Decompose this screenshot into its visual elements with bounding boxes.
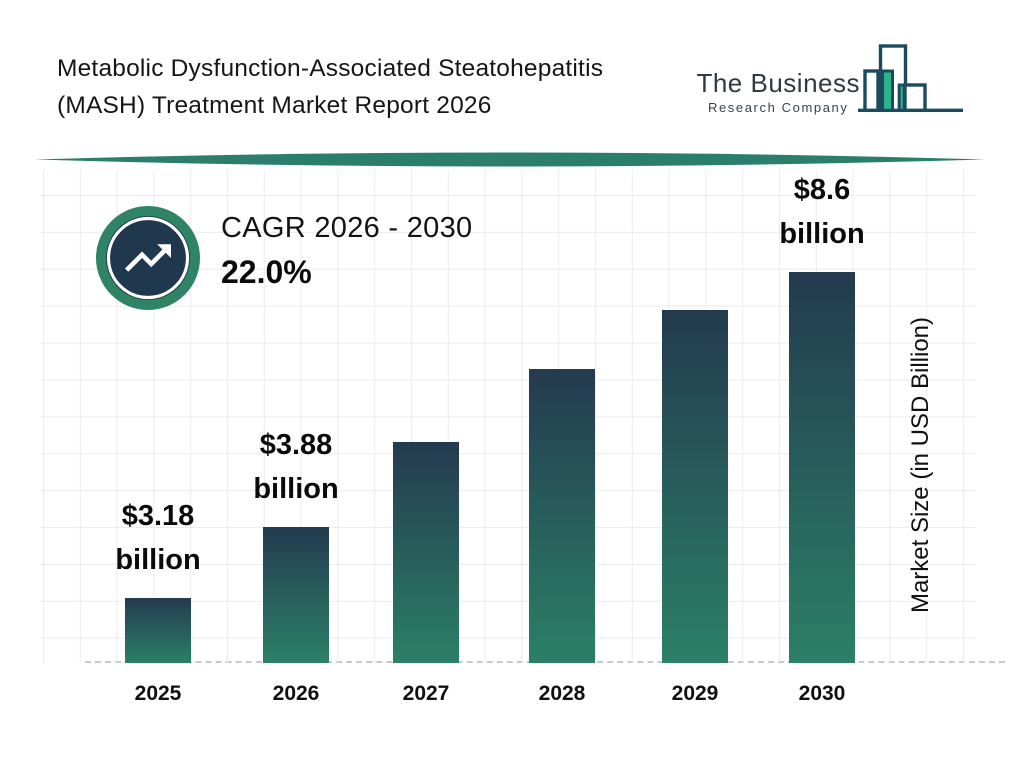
bar-2027 [393, 442, 459, 663]
bar-2026 [263, 527, 329, 663]
bar-2029 [662, 310, 728, 663]
trending-up-icon [96, 206, 200, 310]
bar-2028 [529, 369, 595, 663]
data-label-2030: $8.6 billion [779, 174, 865, 250]
cagr-value: 22.0% [221, 254, 312, 290]
x-tick-2028: 2028 [538, 682, 586, 705]
divider-line [35, 152, 985, 167]
page-title-line1: Metabolic Dysfunction-Associated Steatoh… [57, 55, 604, 82]
company-logo-text: The Business Research Company [696, 68, 860, 115]
data-label-2025: $3.18 billion [115, 500, 201, 576]
logo-name: The Business [696, 68, 860, 98]
cagr-label: CAGR 2026 - 2030 [221, 212, 473, 244]
x-tick-2029: 2029 [671, 682, 719, 705]
x-tick-2025: 2025 [134, 682, 182, 705]
cagr-badge: CAGR 2026 - 2030 22.0% [95, 205, 472, 311]
page-title: Metabolic Dysfunction-Associated Steatoh… [57, 50, 603, 124]
bar-2025 [125, 598, 191, 663]
bar-chart-skyline-icon [858, 44, 963, 113]
x-tick-2030: 2030 [798, 682, 846, 705]
page-title-line2: (MASH) Treatment Market Report 2026 [57, 92, 492, 119]
x-tick-2026: 2026 [272, 682, 320, 705]
logo-subname: Research Company [707, 100, 849, 115]
cagr-text: CAGR 2026 - 2030 22.0% [221, 212, 472, 291]
bar-2030 [789, 272, 855, 663]
company-logo: The Business Research Company [696, 38, 970, 118]
data-label-2026: $3.88 billion [253, 429, 339, 505]
y-axis-label: Market Size (in USD Billion) [907, 316, 934, 614]
x-tick-2027: 2027 [402, 682, 450, 705]
